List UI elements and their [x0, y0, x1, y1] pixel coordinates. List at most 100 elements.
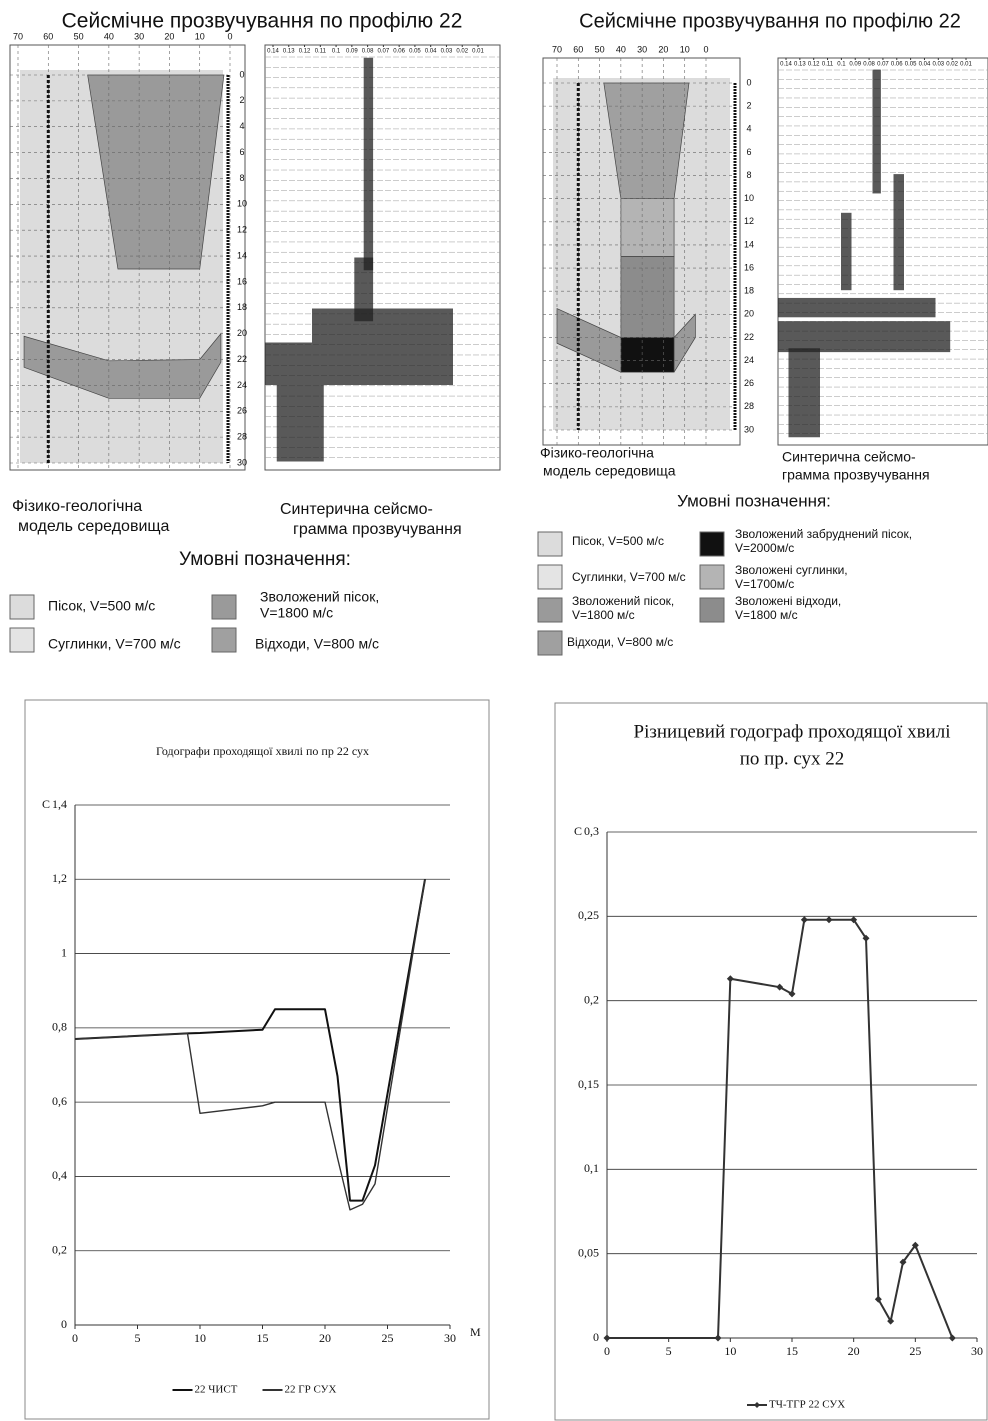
- x-tick-label: 70: [13, 31, 23, 41]
- seis-tick-label: 0.01: [472, 49, 484, 55]
- legend-label: Пісок, V=500 м/с: [572, 534, 664, 548]
- seismogram-caption: грамма прозвучування: [782, 467, 930, 483]
- y-tick-label: 1,4: [52, 797, 67, 811]
- y-tick-label: 0,15: [578, 1077, 599, 1091]
- seis-tick-label: 0.11: [315, 49, 327, 55]
- y-tick-label: 0,2: [584, 992, 599, 1006]
- legend-label: Зволожені відходи,: [735, 594, 841, 608]
- y-axis-label: С: [574, 824, 582, 838]
- seis-tick-label: 0.08: [863, 62, 875, 68]
- model-caption: модель середовища: [18, 518, 170, 535]
- x-tick-label: 30: [134, 31, 144, 41]
- legend-swatch: [699, 564, 725, 590]
- y-tick-label: 1,2: [52, 871, 67, 885]
- seis-tick-label: 0.05: [409, 49, 421, 55]
- seis-tick-label: 0.02: [456, 49, 468, 55]
- legend-swatch: [537, 531, 563, 557]
- layer: [620, 256, 675, 338]
- x-tick-label: 25: [909, 1344, 921, 1358]
- depth-tick-label: 16: [744, 262, 754, 272]
- legend-label: Суглинки, V=700 м/с: [572, 570, 686, 584]
- legend-label: Відходи, V=800 м/с: [255, 636, 379, 652]
- y-tick-label: 0,8: [52, 1020, 67, 1034]
- depth-tick-label: 0: [746, 77, 751, 87]
- depth-tick-label: 18: [744, 286, 754, 296]
- seis-tick-label: 0.11: [822, 62, 834, 68]
- depth-tick-label: 24: [237, 380, 247, 390]
- depth-tick-label: 6: [746, 147, 751, 157]
- seis-trace: [788, 348, 820, 438]
- depth-tick-label: 26: [237, 406, 247, 416]
- x-tick-label: 25: [382, 1331, 394, 1345]
- depth-tick-label: 22: [744, 332, 754, 342]
- y-tick-label: 0,05: [578, 1245, 599, 1259]
- x-tick-label: 15: [257, 1331, 269, 1345]
- seis-tick-label: 0.09: [346, 49, 358, 55]
- legend-label: Зволожений забруднений пісок,: [735, 527, 912, 541]
- depth-tick-label: 30: [744, 424, 754, 434]
- x-tick-label: 30: [444, 1331, 456, 1345]
- x-tick-label: 10: [680, 44, 690, 54]
- chart-frame: [24, 699, 490, 1420]
- seis-tick-label: 0.12: [808, 62, 820, 68]
- depth-tick-label: 12: [744, 216, 754, 226]
- depth-tick-label: 18: [237, 302, 247, 312]
- legend-swatch: [537, 630, 563, 656]
- seis-trace: [363, 57, 374, 271]
- depth-tick-label: 22: [237, 354, 247, 364]
- x-tick-label: 20: [164, 31, 174, 41]
- y-tick-label: 0: [61, 1317, 67, 1331]
- x-tick-label: 40: [616, 44, 626, 54]
- y-tick-label: 0,4: [52, 1168, 67, 1182]
- seis-tick-label: 0.07: [877, 62, 889, 68]
- legend-swatch: [537, 597, 563, 623]
- seis-tick-label: 0.04: [425, 49, 437, 55]
- x-tick-label: 0: [604, 1344, 610, 1358]
- marker: [948, 1334, 956, 1342]
- layer: [23, 332, 222, 399]
- depth-tick-label: 20: [744, 309, 754, 319]
- x-tick-label: 15: [786, 1344, 798, 1358]
- seis-tick-label: 0.09: [849, 62, 861, 68]
- series-line: [607, 918, 954, 1339]
- legend-label: 22 ЧИСТ: [195, 1384, 238, 1396]
- seismogram-caption: грамма прозвучування: [293, 521, 462, 538]
- seis-trace: [312, 308, 453, 343]
- seis-trace: [778, 297, 936, 318]
- legend-label: Суглинки, V=700 м/с: [48, 636, 181, 652]
- series-line: [74, 879, 426, 1202]
- marker: [899, 1258, 907, 1266]
- seismogram-caption: Синтерична сейсмо-: [782, 449, 916, 465]
- seis-tick-label: 0.03: [441, 49, 453, 55]
- depth-tick-label: 10: [744, 193, 754, 203]
- y-tick-label: 0,25: [578, 908, 599, 922]
- depth-tick-label: 0: [239, 69, 244, 79]
- seis-tick-label: 0.13: [794, 62, 806, 68]
- model-caption: модель середовища: [543, 463, 676, 479]
- seis-tick-label: 0.12: [299, 49, 311, 55]
- x-tick-label: 30: [637, 44, 647, 54]
- layer: [620, 198, 675, 257]
- legend-label: 22 ГР СУХ: [285, 1384, 337, 1396]
- legend-swatch: [9, 627, 35, 653]
- chart-title: по пр. сух 22: [740, 748, 845, 769]
- seis-tick-label: 0.14: [780, 62, 792, 68]
- x-tick-label: 0: [72, 1331, 78, 1345]
- series-line: [74, 879, 426, 1211]
- x-tick-label: 5: [135, 1331, 141, 1345]
- y-axis-label: С: [42, 797, 50, 811]
- depth-tick-label: 14: [237, 250, 247, 260]
- legend-title: Умовні позначення:: [179, 549, 351, 570]
- legend-swatch: [699, 597, 725, 623]
- panel-title: Сейсмічне прозвучування по профілю 22: [62, 10, 463, 33]
- panel-title: Сейсмічне прозвучування по профілю 22: [579, 10, 961, 32]
- seis-tick-label: 0.02: [946, 62, 958, 68]
- x-tick-label: 60: [43, 31, 53, 41]
- seis-trace: [778, 321, 951, 353]
- x-tick-label: 60: [573, 44, 583, 54]
- seismogram-caption: Синтерична сейсмо-: [280, 501, 433, 518]
- chart: Годографи проходящої хвилі по пр 22 сух 0…: [24, 699, 490, 1420]
- seis-trace: [841, 212, 852, 291]
- y-tick-label: 0,1: [584, 1161, 599, 1175]
